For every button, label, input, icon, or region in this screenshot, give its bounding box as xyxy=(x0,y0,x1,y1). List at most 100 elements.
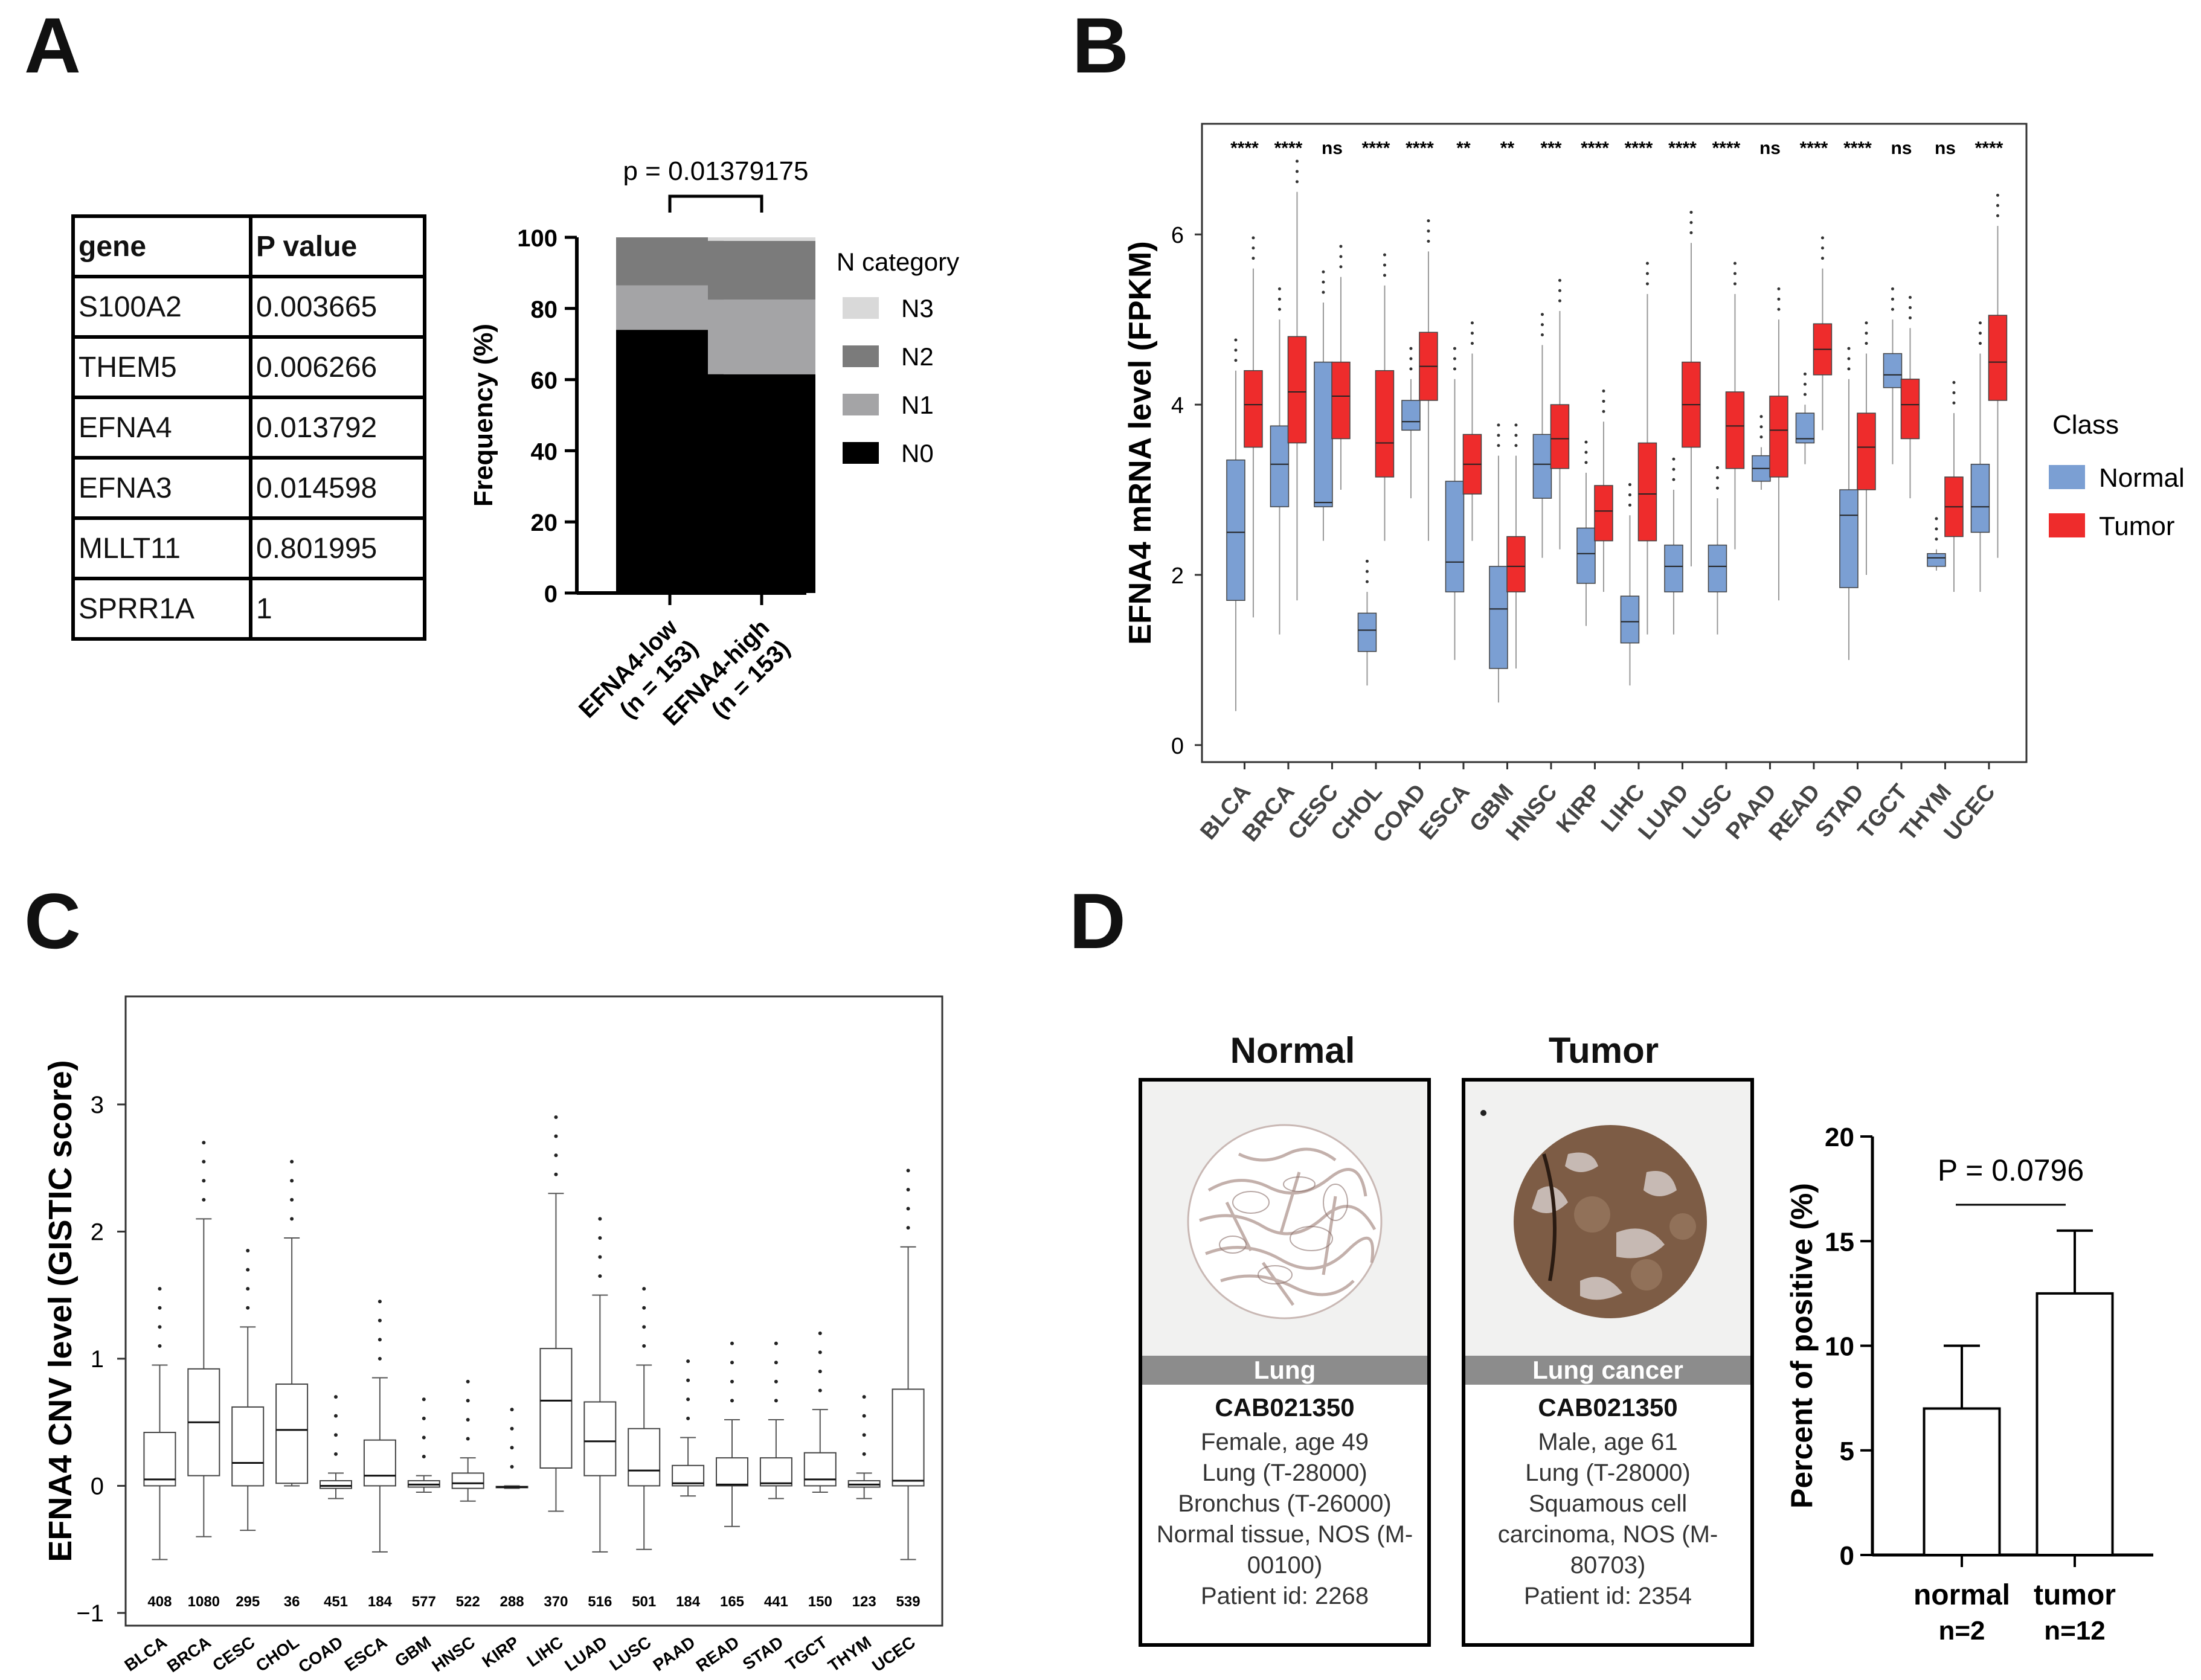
b-tumor-box xyxy=(1331,361,1351,440)
c-x-tick-label: CESC xyxy=(209,1633,259,1675)
a-legend-label: N0 xyxy=(901,439,934,467)
b-tumor-outlier xyxy=(1558,289,1561,292)
b-tumor-outlier xyxy=(1996,214,1999,217)
a-bar-segment-n0 xyxy=(616,330,724,593)
c-x-tick-label: COAD xyxy=(295,1633,346,1677)
b-tumor-box xyxy=(1900,379,1920,440)
a-y-tick-label: 80 xyxy=(531,297,558,323)
b-normal-outlier xyxy=(1497,434,1500,437)
b-tumor-outlier xyxy=(1427,229,1430,233)
b-normal-outlier xyxy=(1453,347,1456,350)
c-outlier xyxy=(818,1369,822,1373)
b-tumor-outlier xyxy=(1820,246,1824,250)
b-tumor-outlier xyxy=(1733,272,1737,275)
c-x-tick-label: STAD xyxy=(739,1633,787,1674)
b-normal-outlier xyxy=(1891,307,1894,311)
b-tumor-outlier xyxy=(1427,239,1430,243)
b-significance-label: **** xyxy=(1406,138,1434,158)
c-box xyxy=(275,1383,309,1484)
c-outlier xyxy=(334,1414,338,1418)
b-normal-box xyxy=(1576,527,1596,584)
b-tumor-outlier xyxy=(1733,282,1737,286)
tma-tumor-description: Male, age 61 Lung (T-28000) Squamous cel… xyxy=(1465,1427,1750,1612)
b-normal-outlier xyxy=(1584,450,1588,454)
b-normal-outlier xyxy=(1497,423,1500,427)
b-tumor-box xyxy=(1725,391,1745,469)
c-sample-size: 288 xyxy=(500,1594,524,1610)
c-x-tick-label: ESCA xyxy=(341,1633,391,1675)
c-outlier xyxy=(510,1426,514,1431)
b-tumor-outlier xyxy=(1996,193,1999,197)
b-tumor-outlier xyxy=(1339,265,1343,269)
b-tumor-box xyxy=(1550,404,1570,469)
c-outlier xyxy=(466,1399,470,1403)
b-normal-outlier xyxy=(1234,359,1238,362)
tma-normal-desc-line: Patient id: 2268 xyxy=(1201,1583,1369,1609)
b-x-tick-label: ESCA xyxy=(1415,780,1475,845)
c-x-tick-label: KIRP xyxy=(478,1633,522,1672)
c-box xyxy=(892,1388,925,1487)
c-outlier xyxy=(862,1395,866,1399)
b-normal-outlier xyxy=(1672,478,1676,481)
c-x-tick-label: LUSC xyxy=(606,1633,654,1675)
d-x-tick-label: tumor xyxy=(2034,1579,2116,1611)
b-tumor-outlier xyxy=(1865,342,1868,345)
c-sample-size: 451 xyxy=(324,1594,348,1610)
b-tumor-outlier xyxy=(1733,261,1737,265)
c-outlier xyxy=(598,1236,602,1240)
a-y-tick-label: 100 xyxy=(517,225,557,252)
a-bar-segment-n2 xyxy=(616,237,724,286)
c-box xyxy=(539,1348,573,1469)
a-bar-segment-n0 xyxy=(708,374,815,593)
a-legend-swatch xyxy=(843,394,879,415)
b-normal-box xyxy=(1445,481,1465,592)
c-outlier xyxy=(290,1159,294,1164)
tma-normal-tissue-band: Lung xyxy=(1142,1356,1427,1385)
c-x-tick-label: LIHC xyxy=(524,1633,567,1671)
c-outlier xyxy=(554,1153,558,1158)
c-outlier xyxy=(246,1249,250,1253)
table-cell-pvalue: 0.006266 xyxy=(249,335,426,399)
b-y-tick-label: 6 xyxy=(1171,223,1184,248)
panel-label-a: A xyxy=(24,1,81,89)
b-legend-title: Class xyxy=(2052,410,2119,440)
b-normal-outlier xyxy=(1277,297,1281,301)
table-row: THEM5 0.006266 xyxy=(71,335,426,399)
b-significance-label: ** xyxy=(1500,138,1515,158)
tumor-tissue-drawing xyxy=(1480,1110,1707,1318)
c-outlier xyxy=(598,1217,602,1221)
normal-tissue-image xyxy=(1142,1082,1427,1356)
c-outlier xyxy=(334,1452,338,1456)
a-significance-bracket xyxy=(668,194,763,213)
b-tumor-outlier xyxy=(1602,399,1605,403)
b-normal-outlier xyxy=(1715,466,1719,469)
c-sample-size: 150 xyxy=(808,1594,832,1610)
c-x-tick-label: READ xyxy=(693,1633,743,1676)
c-sample-size: 516 xyxy=(588,1594,612,1610)
c-outlier xyxy=(862,1433,866,1437)
c-outlier xyxy=(378,1338,382,1342)
b-tumor-outlier xyxy=(1777,297,1781,301)
c-outlier xyxy=(598,1255,602,1259)
table-header-row: gene P value xyxy=(71,214,426,278)
table-cell-pvalue: 0.801995 xyxy=(249,516,426,580)
b-legend-swatch xyxy=(2049,513,2085,537)
c-outlier xyxy=(422,1435,426,1440)
table-row: EFNA3 0.014598 xyxy=(71,456,426,520)
b-normal-outlier xyxy=(1935,517,1938,521)
c-outlier xyxy=(246,1287,250,1291)
c-x-tick-label: THYM xyxy=(824,1633,875,1676)
a-legend-label: N3 xyxy=(901,294,934,322)
c-outlier xyxy=(290,1179,294,1183)
c-box xyxy=(803,1452,837,1487)
c-sample-size: 36 xyxy=(284,1594,300,1610)
b-normal-outlier xyxy=(1715,486,1719,490)
c-outlier xyxy=(334,1433,338,1437)
table-cell-gene: EFNA3 xyxy=(71,456,252,520)
b-tumor-outlier xyxy=(1295,170,1299,173)
c-outlier xyxy=(158,1325,162,1329)
a-legend-title: N category xyxy=(837,248,959,276)
panel-label-c: C xyxy=(24,877,81,965)
b-tumor-outlier xyxy=(1602,409,1605,413)
c-box xyxy=(451,1472,484,1489)
